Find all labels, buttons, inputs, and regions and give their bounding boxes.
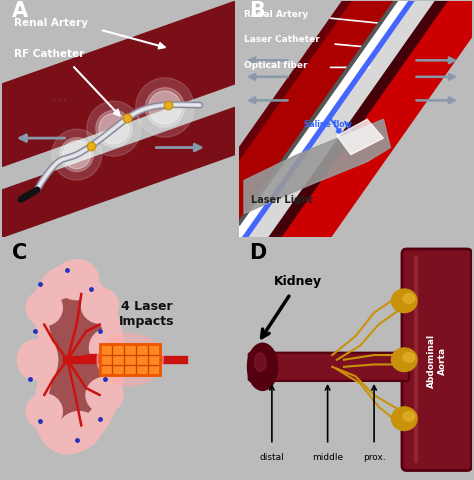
Ellipse shape <box>255 353 266 372</box>
Ellipse shape <box>82 288 118 324</box>
Polygon shape <box>244 120 390 214</box>
Bar <box>100 345 160 375</box>
Ellipse shape <box>55 260 99 300</box>
Text: distal: distal <box>259 452 284 461</box>
Ellipse shape <box>26 394 62 430</box>
Polygon shape <box>239 0 472 367</box>
Circle shape <box>96 111 132 148</box>
Circle shape <box>60 138 93 172</box>
Text: Renal Artery: Renal Artery <box>14 18 88 28</box>
Circle shape <box>63 141 91 169</box>
Circle shape <box>136 79 194 138</box>
Text: D: D <box>249 243 266 263</box>
Polygon shape <box>2 2 235 167</box>
Ellipse shape <box>97 334 164 386</box>
Text: Optical fiber: Optical fiber <box>244 61 308 70</box>
Polygon shape <box>2 108 235 238</box>
Text: RF Catheter: RF Catheter <box>14 48 84 59</box>
Text: C: C <box>12 243 27 263</box>
Ellipse shape <box>403 412 415 421</box>
Text: Saline flow: Saline flow <box>304 120 352 129</box>
Text: prox.: prox. <box>363 452 385 461</box>
Circle shape <box>87 102 141 157</box>
Text: Abdominal
Aorta: Abdominal Aorta <box>427 333 447 387</box>
Polygon shape <box>49 299 107 421</box>
Polygon shape <box>239 0 472 277</box>
Ellipse shape <box>90 329 124 367</box>
Polygon shape <box>239 0 472 250</box>
Text: Renal Artery: Renal Artery <box>244 10 308 19</box>
FancyBboxPatch shape <box>402 250 472 470</box>
Text: B: B <box>249 0 264 21</box>
Polygon shape <box>239 0 472 296</box>
Text: 4 Laser
Impacts: 4 Laser Impacts <box>118 299 174 327</box>
Text: Laser Catheter: Laser Catheter <box>244 36 320 44</box>
Polygon shape <box>239 0 472 221</box>
Ellipse shape <box>26 290 62 326</box>
Polygon shape <box>239 0 472 167</box>
Circle shape <box>99 114 129 144</box>
Ellipse shape <box>58 412 100 449</box>
Text: middle: middle <box>312 452 343 461</box>
Polygon shape <box>239 0 472 226</box>
Ellipse shape <box>247 344 278 391</box>
Circle shape <box>146 88 184 128</box>
Ellipse shape <box>403 294 415 303</box>
Ellipse shape <box>86 378 123 413</box>
Circle shape <box>149 92 181 125</box>
Polygon shape <box>239 0 472 240</box>
Text: Kidney: Kidney <box>274 275 322 288</box>
Ellipse shape <box>403 353 415 362</box>
Text: . . .: . . . <box>54 94 66 103</box>
Polygon shape <box>34 266 125 454</box>
FancyBboxPatch shape <box>249 353 409 381</box>
Text: Laser Light: Laser Light <box>251 194 313 204</box>
Ellipse shape <box>392 289 417 313</box>
Ellipse shape <box>392 348 417 372</box>
Polygon shape <box>337 120 383 156</box>
Ellipse shape <box>392 407 417 431</box>
Bar <box>100 345 160 375</box>
Text: . . .: . . . <box>244 89 257 98</box>
Ellipse shape <box>18 340 52 380</box>
Text: A: A <box>12 0 28 21</box>
Circle shape <box>52 130 102 180</box>
